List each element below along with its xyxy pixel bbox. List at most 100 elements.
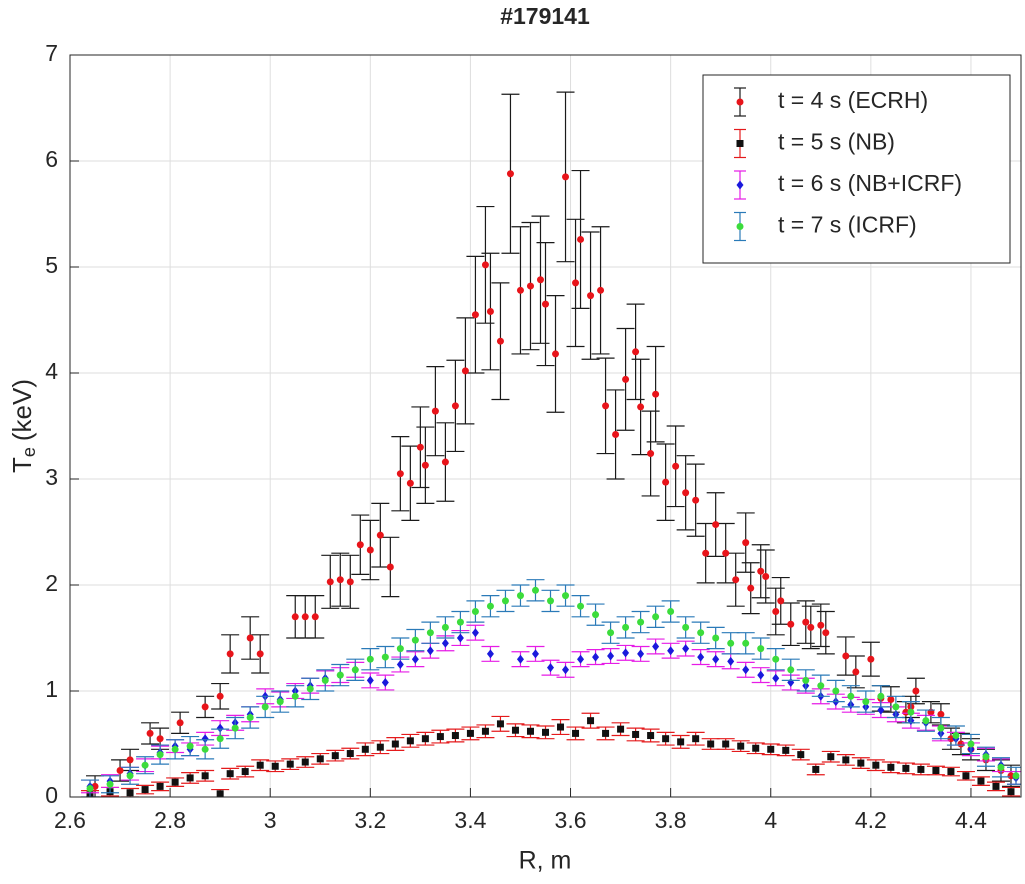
marker [346,750,354,758]
marker [1007,788,1015,796]
marker [587,292,595,300]
marker [782,746,790,754]
legend-box [702,74,1011,264]
marker [827,753,835,761]
marker [562,665,570,675]
chart-title: #179141 [500,3,590,29]
marker [722,740,730,748]
x-tick-label: 4 [764,807,777,833]
marker [216,790,224,797]
marker [301,613,309,621]
marker [742,639,750,647]
marker [171,745,179,753]
marker [186,774,194,782]
marker [667,608,675,615]
marker [526,282,534,290]
ticks: 2.6 2.8 3 3.2 3.4 3.6 3.8 4 4.2 4.4 0 1 2 3 4 5 6 7 [45,40,987,833]
marker [381,678,389,688]
marker [156,782,164,790]
marker [406,479,414,487]
marker [682,623,690,631]
marker [396,660,404,669]
marker [126,756,134,764]
marker [356,541,364,549]
marker [481,261,489,269]
marker [306,685,314,693]
marker [902,764,910,772]
x-tick-label: 2.6 [54,807,86,833]
marker [86,785,94,793]
marker [396,645,404,653]
marker [126,772,134,780]
marker [697,629,705,637]
marker [852,668,860,676]
marker [246,634,254,642]
marker [772,655,780,663]
marker [547,597,555,605]
marker [962,772,970,780]
marker [271,762,279,770]
marker [736,223,744,230]
marker [967,740,975,748]
marker [602,402,610,410]
marker [617,725,625,733]
marker [562,173,570,181]
marker [486,308,494,316]
marker [992,782,1000,790]
marker [436,733,444,741]
marker [451,402,459,410]
marker [977,777,985,785]
marker [346,578,354,586]
marker [291,613,299,621]
marker [471,628,479,638]
marker [406,737,414,745]
y-axis-label: Te (keV) [7,379,39,473]
marker [757,645,765,653]
marker [867,655,875,663]
marker [677,738,685,746]
y-tick-label: 3 [45,464,58,490]
marker [692,496,700,504]
marker [577,654,585,664]
marker [736,180,744,190]
marker [501,597,509,605]
marker [531,649,539,659]
marker [736,98,744,106]
marker [907,708,915,716]
marker [286,760,294,768]
marker [456,618,464,626]
y-label-unit: (keV) [7,379,37,441]
marker [421,735,429,743]
series [81,579,1021,797]
marker [536,276,544,284]
marker [396,470,404,478]
x-tick-label: 3.2 [354,807,386,833]
marker [952,732,960,740]
marker [727,639,735,647]
legend-label: t = 4 s (ECRH) [778,87,928,113]
marker [301,758,309,766]
marker [256,650,264,658]
marker [957,740,965,748]
marker [752,744,760,752]
marker [542,300,549,308]
marker [592,611,600,619]
marker [807,623,815,631]
marker [877,705,885,715]
marker [697,652,705,662]
marker [376,531,384,539]
marker [652,613,660,621]
marker [391,740,399,748]
marker [842,756,850,764]
marker [421,461,429,469]
marker [937,724,945,732]
marker [506,170,514,178]
marker [381,653,389,661]
marker [982,753,990,761]
marker [276,698,284,706]
marker [736,140,744,147]
marker [572,729,580,737]
marker [832,687,840,695]
marker [622,648,630,658]
